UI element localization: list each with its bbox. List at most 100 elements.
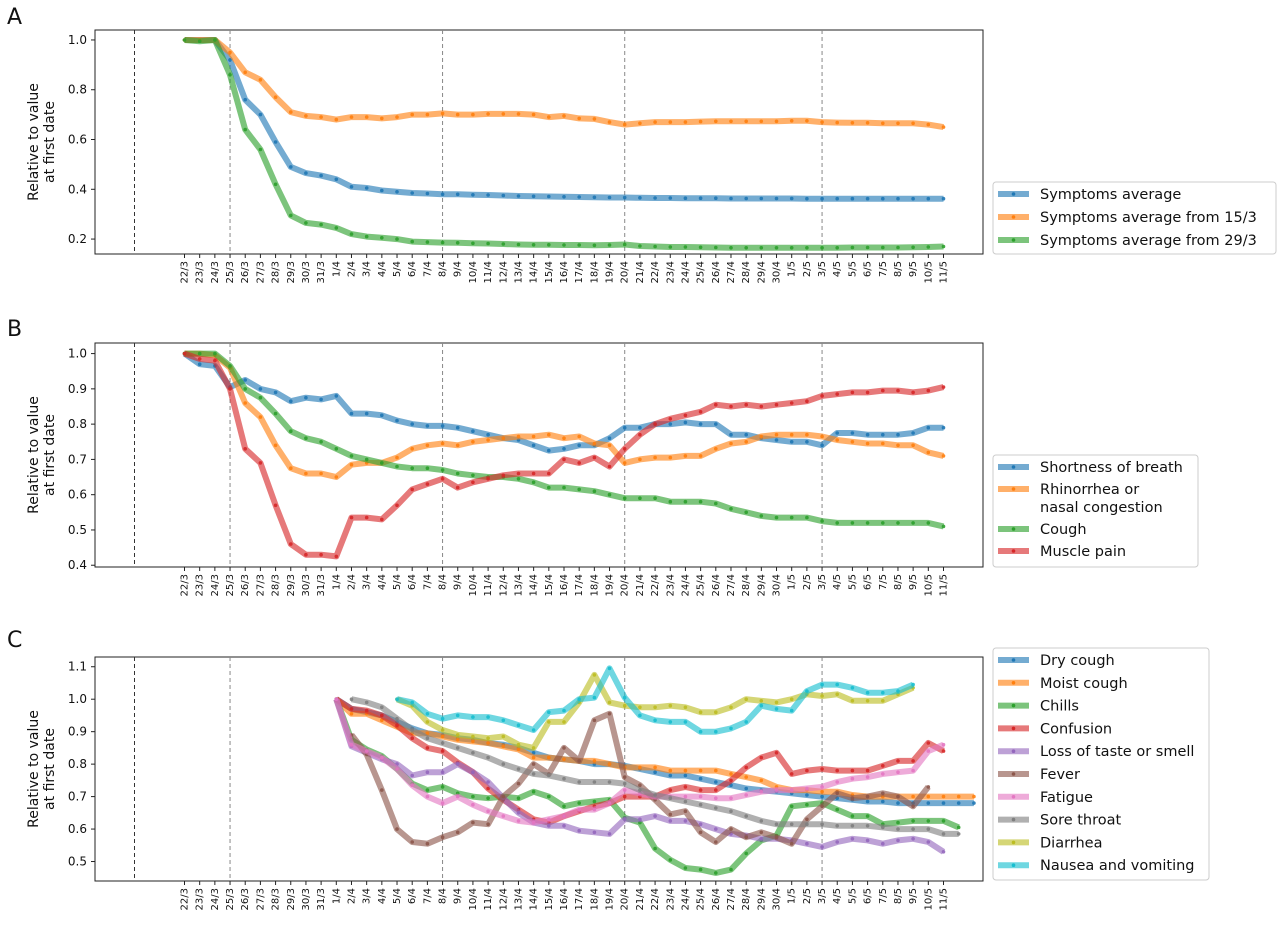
y-tick-label: 0.6 xyxy=(68,488,87,502)
data-point xyxy=(547,471,551,476)
x-tick-label: 3/5 xyxy=(817,261,828,277)
data-point xyxy=(956,825,961,830)
y-tick-label: 0.4 xyxy=(68,558,87,572)
data-point xyxy=(653,120,657,124)
data-point xyxy=(820,519,824,523)
data-point xyxy=(835,791,839,796)
y-tick-label: 0.4 xyxy=(68,182,87,196)
data-point xyxy=(289,542,293,546)
legend-label: Symptoms average from 15/3 xyxy=(1040,210,1257,226)
data-point xyxy=(896,689,900,693)
panel-letter: C xyxy=(7,628,22,653)
data-point xyxy=(592,780,597,784)
data-point xyxy=(425,788,430,792)
data-point xyxy=(653,718,657,723)
data-point xyxy=(562,457,566,462)
data-point xyxy=(653,196,657,200)
data-point xyxy=(881,825,885,830)
data-point xyxy=(273,390,278,395)
data-point xyxy=(714,768,718,773)
data-point xyxy=(850,440,855,444)
data-point xyxy=(455,738,460,742)
data-point xyxy=(592,441,597,446)
data-point xyxy=(774,788,779,792)
x-tick-label: 9/5 xyxy=(908,261,919,277)
data-point xyxy=(395,723,399,727)
data-point xyxy=(911,768,915,773)
data-point xyxy=(562,776,566,781)
x-tick-label: 11/5 xyxy=(939,261,950,283)
data-point xyxy=(440,716,445,721)
x-tick-label: 10/5 xyxy=(923,888,934,910)
data-point xyxy=(440,441,445,446)
data-point xyxy=(668,768,673,773)
data-point xyxy=(486,755,490,760)
data-point xyxy=(714,447,718,451)
data-point xyxy=(729,705,733,710)
data-point xyxy=(683,420,688,425)
x-tick-label: 21/4 xyxy=(635,261,646,283)
data-point xyxy=(425,720,430,724)
data-point xyxy=(850,431,855,435)
data-point xyxy=(729,867,733,872)
legend-marker xyxy=(1011,527,1016,531)
data-point xyxy=(714,840,718,844)
x-tick-label: 19/4 xyxy=(605,888,616,910)
x-tick-label: 11/5 xyxy=(939,574,950,596)
legend: Shortness of breath Rhinorrhea or nasal c… xyxy=(992,454,1199,568)
data-point xyxy=(258,415,263,419)
data-point xyxy=(380,517,384,522)
data-point xyxy=(562,195,566,199)
x-tick-label: 20/4 xyxy=(620,888,631,910)
legend-marker xyxy=(1011,795,1016,799)
x-tick-label: 28/3 xyxy=(271,261,282,283)
data-point xyxy=(607,443,612,448)
data-point xyxy=(911,431,915,435)
data-point xyxy=(364,515,369,520)
data-point xyxy=(455,794,460,799)
data-point xyxy=(835,392,839,396)
legend-marker xyxy=(1011,487,1016,491)
legend-item-fever: Fever xyxy=(998,767,1080,783)
legend-marker xyxy=(1011,749,1016,753)
data-point xyxy=(759,778,764,783)
y-tick-label: 1.1 xyxy=(68,660,87,674)
data-point xyxy=(865,432,870,437)
data-point xyxy=(273,443,278,448)
data-point xyxy=(926,819,931,823)
x-tick-label: 11/4 xyxy=(483,888,494,910)
data-point xyxy=(668,858,673,862)
x-tick-label: 16/4 xyxy=(559,888,570,910)
x-tick-label: 3/5 xyxy=(817,574,828,590)
data-point xyxy=(440,801,445,805)
x-tick-label: 24/3 xyxy=(210,261,221,283)
data-point xyxy=(304,114,308,118)
x-tick-label: 15/4 xyxy=(544,888,555,910)
data-point xyxy=(698,802,703,807)
data-point xyxy=(622,794,627,799)
data-point xyxy=(896,827,900,831)
data-point xyxy=(319,173,323,178)
x-tick-label: 1/5 xyxy=(787,574,798,590)
data-point xyxy=(440,785,445,789)
x-tick-label: 25/4 xyxy=(696,888,707,910)
legend-item-diarrhea: Diarrhea xyxy=(998,835,1103,851)
data-point xyxy=(714,780,718,784)
data-point xyxy=(440,192,445,197)
data-point xyxy=(380,236,384,240)
legend-frame xyxy=(992,647,1210,881)
data-point xyxy=(789,440,794,444)
data-point xyxy=(364,234,369,239)
data-point xyxy=(395,716,399,721)
data-point xyxy=(334,697,339,701)
x-tick-label: 1/4 xyxy=(331,261,342,277)
x-tick-label: 10/4 xyxy=(468,888,479,910)
data-point xyxy=(440,468,445,472)
data-point xyxy=(607,700,612,705)
data-point xyxy=(714,402,718,407)
data-point xyxy=(258,112,263,117)
data-point xyxy=(455,471,460,476)
data-point xyxy=(592,489,597,494)
data-point xyxy=(835,431,839,435)
